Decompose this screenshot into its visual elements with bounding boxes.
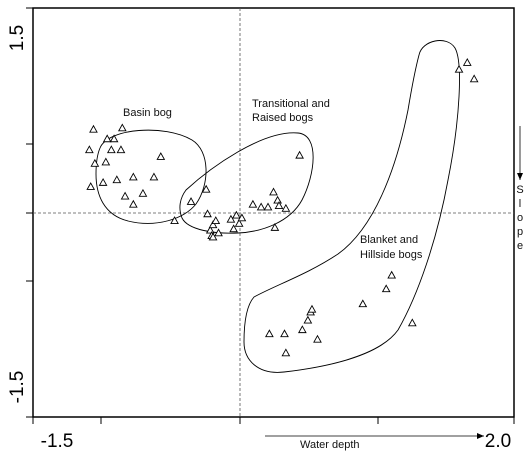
data-point-6 [102, 134, 112, 143]
data-point-51 [381, 284, 391, 293]
data-point-34 [256, 202, 266, 211]
basin-bog-hull [95, 129, 207, 224]
data-point-13 [128, 172, 138, 181]
data-point-10 [116, 145, 126, 154]
data-point-42 [265, 329, 274, 338]
group-label-basin-bog: Basin bog [123, 107, 172, 119]
data-point-50 [358, 299, 368, 308]
data-point-2 [89, 124, 98, 133]
data-point-7 [106, 145, 116, 154]
x-axis-title: Water depth [300, 439, 360, 451]
data-point-45 [297, 325, 307, 334]
data-point-35 [263, 202, 273, 211]
data-point-40 [281, 203, 291, 212]
data-point-37 [270, 222, 280, 231]
data-point-18 [170, 216, 179, 225]
data-point-12 [120, 191, 130, 200]
data-point-21 [203, 209, 212, 218]
group-label-blanket-line-1: Blanket and [360, 234, 418, 246]
data-point-1 [86, 182, 96, 190]
y-tick-label-min: -1.5 [7, 371, 28, 404]
scatter-points [84, 58, 479, 357]
data-point-16 [149, 172, 159, 181]
y-tick-label-max: 1.5 [7, 25, 28, 51]
data-point-36 [269, 187, 278, 196]
blanket-hillside-bogs-hull [243, 40, 460, 373]
data-point-19 [186, 197, 196, 205]
data-point-56 [469, 74, 479, 83]
data-point-5 [101, 157, 111, 166]
data-point-46 [303, 315, 313, 324]
data-point-31 [234, 218, 244, 227]
data-point-29 [229, 224, 239, 233]
group-label-transitional-line-2: Raised bogs [252, 112, 314, 124]
data-point-39 [274, 201, 284, 210]
data-point-54 [454, 64, 464, 73]
data-point-0 [84, 145, 94, 154]
data-point-52 [387, 270, 397, 279]
data-point-22 [205, 225, 215, 234]
data-point-30 [232, 210, 241, 219]
data-point-25 [208, 232, 218, 241]
axis-ticks [26, 7, 515, 424]
group-label-transitional-line-1: Transitional and [252, 98, 330, 110]
data-point-20 [201, 184, 211, 193]
group-label-blanket-line-2: Hillside bogs [360, 249, 423, 261]
data-point-38 [273, 195, 282, 204]
data-point-11 [117, 123, 127, 132]
data-point-26 [211, 216, 221, 225]
data-point-3 [90, 158, 100, 167]
data-point-32 [237, 213, 247, 222]
data-point-41 [295, 150, 304, 159]
data-point-49 [313, 334, 322, 343]
data-point-44 [281, 348, 291, 357]
data-point-14 [128, 199, 138, 208]
data-point-4 [98, 177, 108, 186]
data-point-24 [208, 220, 218, 229]
data-point-48 [307, 304, 317, 313]
transitional-raised-bogs-hull [179, 132, 314, 234]
data-point-15 [138, 188, 148, 197]
data-point-9 [112, 175, 122, 184]
data-point-43 [280, 329, 289, 338]
x-tick-label-min: -1.5 [41, 431, 74, 451]
data-point-27 [214, 228, 223, 237]
x-tick-label-max: 2.0 [485, 431, 511, 451]
data-point-55 [462, 58, 472, 66]
data-point-17 [156, 152, 166, 160]
data-point-28 [226, 214, 236, 223]
data-point-8 [109, 134, 119, 143]
data-point-53 [407, 318, 417, 327]
plot-frame [32, 7, 515, 418]
data-point-33 [248, 199, 258, 208]
